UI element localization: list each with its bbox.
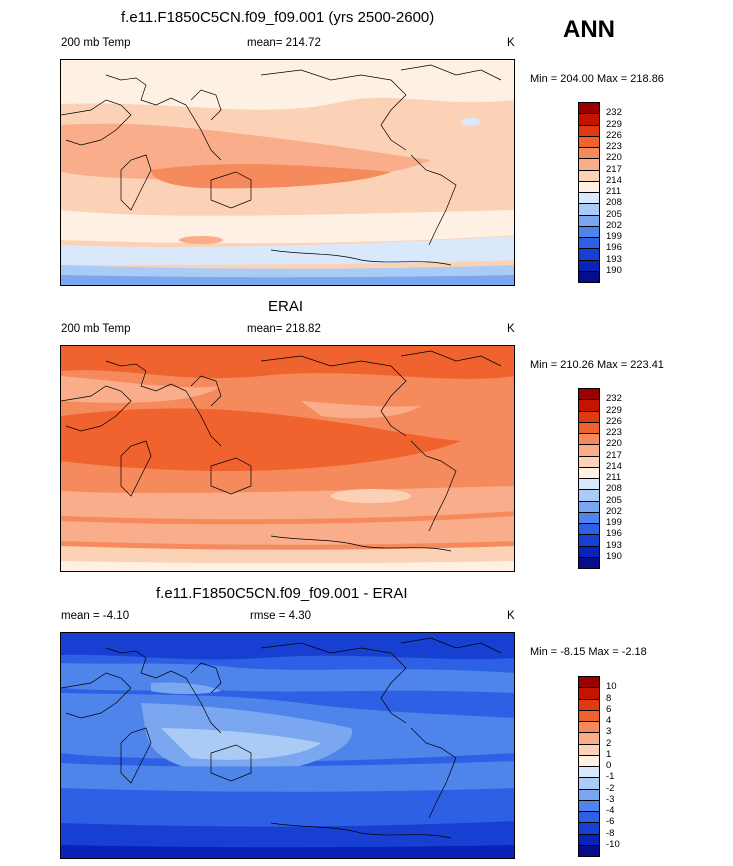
colorbar-tick-label: 2 — [606, 737, 612, 749]
panel-3-units-label: K — [507, 610, 515, 622]
colorbar-tick-label: 205 — [606, 208, 622, 220]
colorbar-tick-label: 205 — [606, 494, 622, 506]
colorbar-tick-label: 193 — [606, 253, 622, 265]
colorbar-tick-label: 211 — [606, 472, 622, 483]
panel-3-colorbar: 10 8 6 4 3 2 1 0 -1 -2 -3 -4 -6 -8 -10 — [578, 676, 620, 857]
panel-2-variable-label: 200 mb Temp — [61, 323, 131, 335]
colorbar-tick-label: 190 — [606, 264, 622, 276]
panel-1-title: f.e11.F1850C5CN.f09_f09.001 (yrs 2500-26… — [121, 9, 435, 26]
colorbar-tick-label: 3 — [606, 726, 612, 738]
colorbar-tick-label: -1 — [606, 771, 615, 783]
colorbar-tick-label: 226 — [606, 129, 622, 141]
panel-3-minmax: Min = -8.15 Max = -2.18 — [530, 646, 647, 658]
colorbar-swatch — [578, 556, 600, 569]
colorbar-tick-label: 214 — [606, 460, 622, 472]
panel-1-units-label: K — [507, 37, 515, 49]
colorbar-tick-label: 0 — [606, 760, 612, 771]
colorbar-tick-label: -10 — [606, 838, 620, 850]
colorbar-tick-label: 208 — [606, 197, 622, 209]
panel-2-units-label: K — [507, 323, 515, 335]
panel-1-colorbar: 232 229 226 223 220 217 214 211 208 205 202 199 196 1… — [578, 102, 622, 283]
panel-1-mean-label: mean= 214.72 — [247, 37, 321, 49]
colorbar-tick-label: 6 — [606, 703, 612, 715]
colorbar-tick-label: 229 — [606, 118, 622, 130]
colorbar-tick-label: 4 — [606, 715, 612, 726]
panel-1-map — [60, 59, 515, 286]
colorbar-tick-label: 8 — [606, 692, 612, 704]
colorbar-swatch — [578, 270, 600, 283]
colorbar-tick-label: 10 — [606, 681, 617, 693]
panel-2-map — [60, 345, 515, 572]
panel-2-mean-label: mean= 218.82 — [247, 323, 321, 335]
colorbar-tick-label: 202 — [606, 219, 622, 231]
panel-2-title: ERAI — [268, 298, 304, 315]
panel-3-map — [60, 632, 515, 859]
colorbar-tick-label: -4 — [606, 805, 615, 816]
panel-3-title: f.e11.F1850C5CN.f09_f09.001 - ERAI — [156, 585, 408, 602]
panel-1-minmax: Min = 204.00 Max = 218.86 — [530, 73, 664, 85]
colorbar-tick-label: 190 — [606, 550, 622, 562]
colorbar-tick-label: 202 — [606, 505, 622, 517]
colorbar-tick-label: 217 — [606, 163, 622, 175]
panel-3-mean-label: mean = -4.10 — [61, 610, 130, 622]
panel-2-colorbar: 232 229 226 223 220 217 214 211 208 205 202 199 196 1… — [578, 388, 622, 569]
colorbar-tick-label: -2 — [606, 782, 615, 794]
colorbar-tick-label: 193 — [606, 539, 622, 551]
colorbar-tick-label: 208 — [606, 483, 622, 495]
colorbar-tick-label: 196 — [606, 242, 622, 254]
colorbar-tick-label: 220 — [606, 438, 622, 450]
colorbar-tick-label: 196 — [606, 528, 622, 540]
colorbar-tick-label: 220 — [606, 152, 622, 164]
colorbar-tick-label: 1 — [606, 748, 612, 760]
panel-3-rmse-label: rmse = 4.30 — [250, 610, 312, 622]
season-label: ANN — [563, 16, 615, 43]
colorbar-swatch — [578, 844, 600, 857]
colorbar-tick-label: 223 — [606, 427, 622, 438]
colorbar-tick-label: 199 — [606, 517, 622, 528]
colorbar-tick-label: 217 — [606, 449, 622, 461]
panel-1-variable-label: 200 mb Temp — [61, 37, 131, 49]
colorbar-tick-label: 199 — [606, 231, 622, 242]
colorbar-tick-label: 229 — [606, 404, 622, 416]
panel-2-minmax: Min = 210.26 Max = 223.41 — [530, 359, 664, 371]
colorbar-tick-label: -3 — [606, 793, 615, 805]
colorbar-tick-label: 232 — [606, 393, 622, 405]
colorbar-tick-label: -8 — [606, 827, 615, 839]
colorbar-tick-label: 226 — [606, 415, 622, 427]
colorbar-tick-label: -6 — [606, 816, 615, 828]
colorbar-tick-label: 211 — [606, 186, 622, 197]
colorbar-tick-label: 223 — [606, 141, 622, 152]
colorbar-tick-label: 214 — [606, 174, 622, 186]
colorbar-tick-label: 232 — [606, 107, 622, 119]
